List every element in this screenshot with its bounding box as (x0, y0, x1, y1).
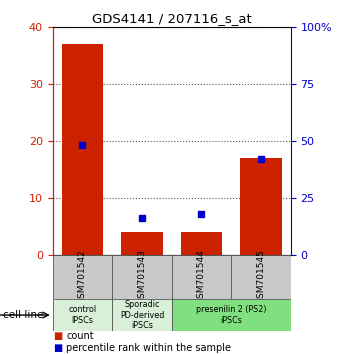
FancyBboxPatch shape (172, 299, 291, 331)
FancyBboxPatch shape (53, 299, 112, 331)
Bar (240, 158, 282, 255)
Text: count: count (66, 331, 94, 341)
Text: GSM701542: GSM701542 (78, 250, 87, 304)
Bar (121, 232, 163, 255)
Title: GDS4141 / 207116_s_at: GDS4141 / 207116_s_at (92, 12, 252, 25)
Text: GSM701545: GSM701545 (256, 250, 266, 304)
Bar (181, 232, 222, 255)
FancyBboxPatch shape (172, 255, 231, 299)
Bar (62, 44, 103, 255)
FancyBboxPatch shape (231, 255, 291, 299)
FancyBboxPatch shape (112, 255, 172, 299)
Text: ■: ■ (53, 331, 62, 341)
Text: ■: ■ (53, 343, 62, 353)
Text: control
IPSCs: control IPSCs (68, 306, 97, 325)
Text: cell line: cell line (3, 310, 44, 320)
Text: presenilin 2 (PS2)
iPSCs: presenilin 2 (PS2) iPSCs (196, 306, 267, 325)
FancyBboxPatch shape (112, 299, 172, 331)
Text: percentile rank within the sample: percentile rank within the sample (66, 343, 231, 353)
Text: GSM701543: GSM701543 (137, 250, 147, 304)
FancyBboxPatch shape (53, 255, 112, 299)
Text: Sporadic
PD-derived
iPSCs: Sporadic PD-derived iPSCs (120, 300, 164, 330)
Text: GSM701544: GSM701544 (197, 250, 206, 304)
